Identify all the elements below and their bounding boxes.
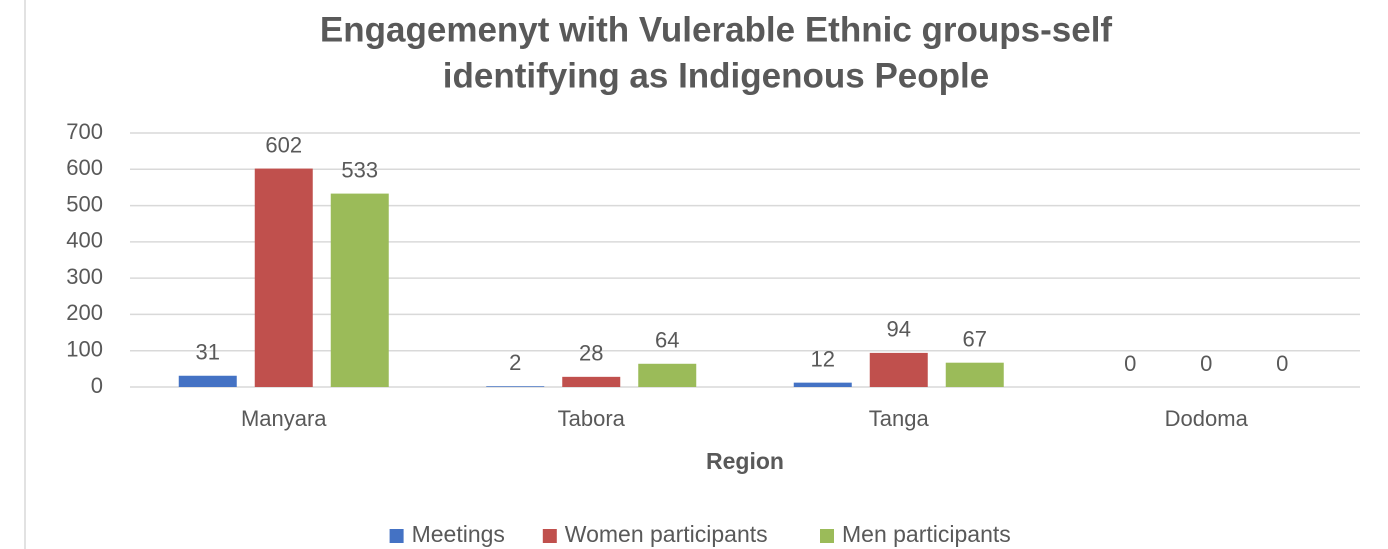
data-label: 533 — [341, 157, 378, 182]
data-label: 12 — [811, 346, 835, 371]
data-label: 31 — [196, 340, 220, 365]
data-label: 94 — [887, 317, 911, 342]
x-tick-label: Tanga — [869, 406, 930, 431]
chart-border — [24, 0, 26, 549]
legend-label: Women participants — [565, 521, 768, 547]
y-tick-label: 600 — [66, 155, 103, 180]
bar — [945, 362, 1004, 387]
x-tick-label: Manyara — [241, 406, 327, 431]
data-label: 0 — [1276, 351, 1288, 376]
data-label: 0 — [1124, 351, 1136, 376]
bar — [330, 193, 389, 387]
y-tick-label: 400 — [66, 228, 103, 253]
y-tick-label: 300 — [66, 264, 103, 289]
legend-swatch — [389, 529, 404, 543]
data-label: 28 — [579, 341, 603, 366]
x-axis-title: Region — [706, 448, 784, 474]
bar — [869, 352, 928, 387]
data-label: 67 — [963, 327, 987, 352]
legend-label: Meetings — [412, 521, 505, 547]
y-tick-label: 200 — [66, 300, 103, 325]
bar — [254, 168, 313, 387]
data-label: 0 — [1200, 351, 1212, 376]
bar — [178, 375, 237, 387]
chart-title: Engagemenyt with Vulerable Ethnic groups… — [320, 10, 1113, 49]
legend-swatch — [542, 529, 557, 543]
y-tick-label: 500 — [66, 191, 103, 216]
y-tick-label: 100 — [66, 337, 103, 362]
y-tick-label: 0 — [91, 373, 103, 398]
legend-swatch — [820, 529, 834, 543]
data-label: 64 — [655, 328, 679, 353]
bar — [793, 382, 852, 387]
y-tick-label: 700 — [66, 119, 103, 144]
bar — [562, 376, 621, 387]
data-label: 2 — [509, 350, 521, 375]
bar — [638, 363, 697, 387]
legend-label: Men participants — [842, 521, 1011, 547]
chart-title: identifying as Indigenous People — [443, 56, 989, 95]
bar — [486, 386, 545, 387]
x-tick-label: Tabora — [558, 406, 626, 431]
data-label: 602 — [265, 132, 302, 157]
x-tick-label: Dodoma — [1165, 406, 1249, 431]
